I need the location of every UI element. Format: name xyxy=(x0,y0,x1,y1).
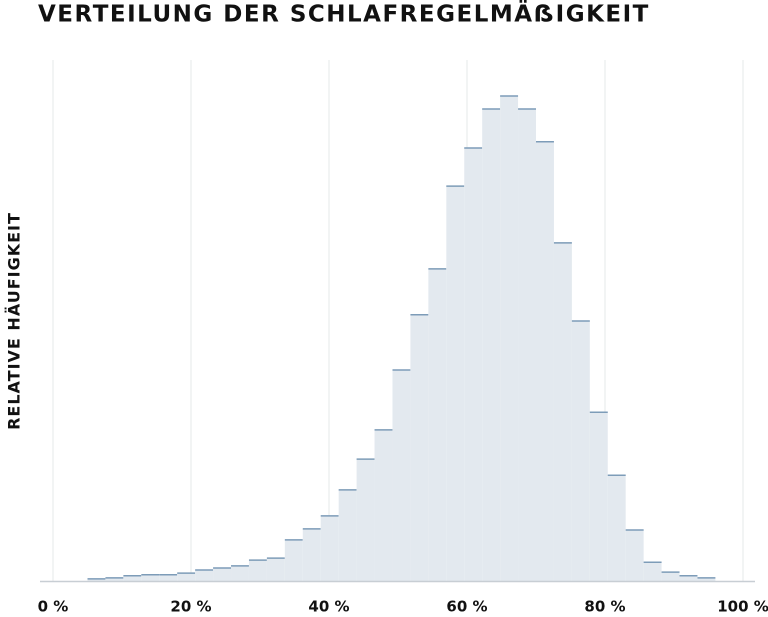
bar xyxy=(409,314,430,582)
tick-labels: 0 % 20 % 40 % 60 % 80 % 100 % xyxy=(38,598,768,616)
bar xyxy=(660,571,681,582)
bar xyxy=(642,561,663,582)
y-axis-label: RELATIVE HÄUFIGKEIT xyxy=(5,212,24,430)
chart-title: VERTEILUNG DER SCHLAFREGELMÄẞIGKEIT xyxy=(38,0,650,28)
x-tick-label: 80 % xyxy=(584,598,625,616)
bar xyxy=(140,573,161,582)
bar xyxy=(553,242,573,582)
x-tick-label: 100 % xyxy=(717,598,768,616)
bar xyxy=(427,268,448,582)
bar xyxy=(373,429,394,582)
bar xyxy=(499,95,519,582)
bar xyxy=(337,489,358,582)
bar xyxy=(355,458,376,582)
bar xyxy=(517,108,537,582)
bar xyxy=(176,572,196,582)
bar xyxy=(194,569,214,582)
bar xyxy=(678,575,699,582)
bar xyxy=(589,411,609,582)
x-tick-label: 20 % xyxy=(170,598,211,616)
x-tick-label: 40 % xyxy=(308,598,349,616)
x-tick-label: 0 % xyxy=(38,598,69,616)
bar xyxy=(104,577,125,582)
bar xyxy=(212,567,232,582)
bar xyxy=(696,577,717,582)
bar xyxy=(158,573,178,582)
bar xyxy=(445,185,465,582)
grid xyxy=(52,60,744,581)
bar xyxy=(284,539,304,582)
bar xyxy=(391,369,412,582)
bar xyxy=(248,559,268,582)
bar xyxy=(122,575,143,582)
bar xyxy=(571,320,591,582)
bar xyxy=(86,578,107,582)
bar xyxy=(535,141,555,582)
bars xyxy=(86,95,717,582)
bar xyxy=(624,529,645,582)
bar xyxy=(266,557,286,582)
x-tick-label: 60 % xyxy=(446,598,487,616)
bar xyxy=(302,528,322,582)
bar xyxy=(463,147,483,582)
bar xyxy=(607,474,627,582)
bar xyxy=(481,108,501,582)
bar xyxy=(319,515,340,582)
bar xyxy=(230,565,250,582)
